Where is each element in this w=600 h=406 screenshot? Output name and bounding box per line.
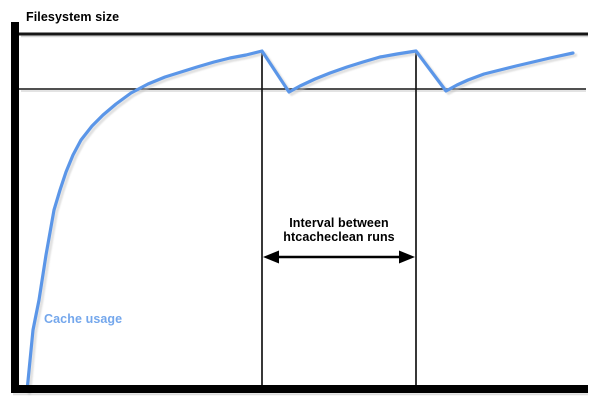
cache-usage-label: Cache usage: [44, 312, 123, 326]
interval-annotation: Interval between htcacheclean runs: [262, 216, 416, 244]
filesystem-size-label: Filesystem size: [26, 10, 120, 24]
interval-arrow-right-head: [399, 250, 415, 264]
cache-usage-curve-shadow: [27, 51, 578, 395]
cache-usage-curve: [25, 49, 575, 393]
interval-annotation-line2: htcacheclean runs: [283, 230, 395, 244]
interval-annotation-line1: Interval between: [289, 216, 389, 230]
interval-arrow-left-head: [263, 250, 279, 264]
